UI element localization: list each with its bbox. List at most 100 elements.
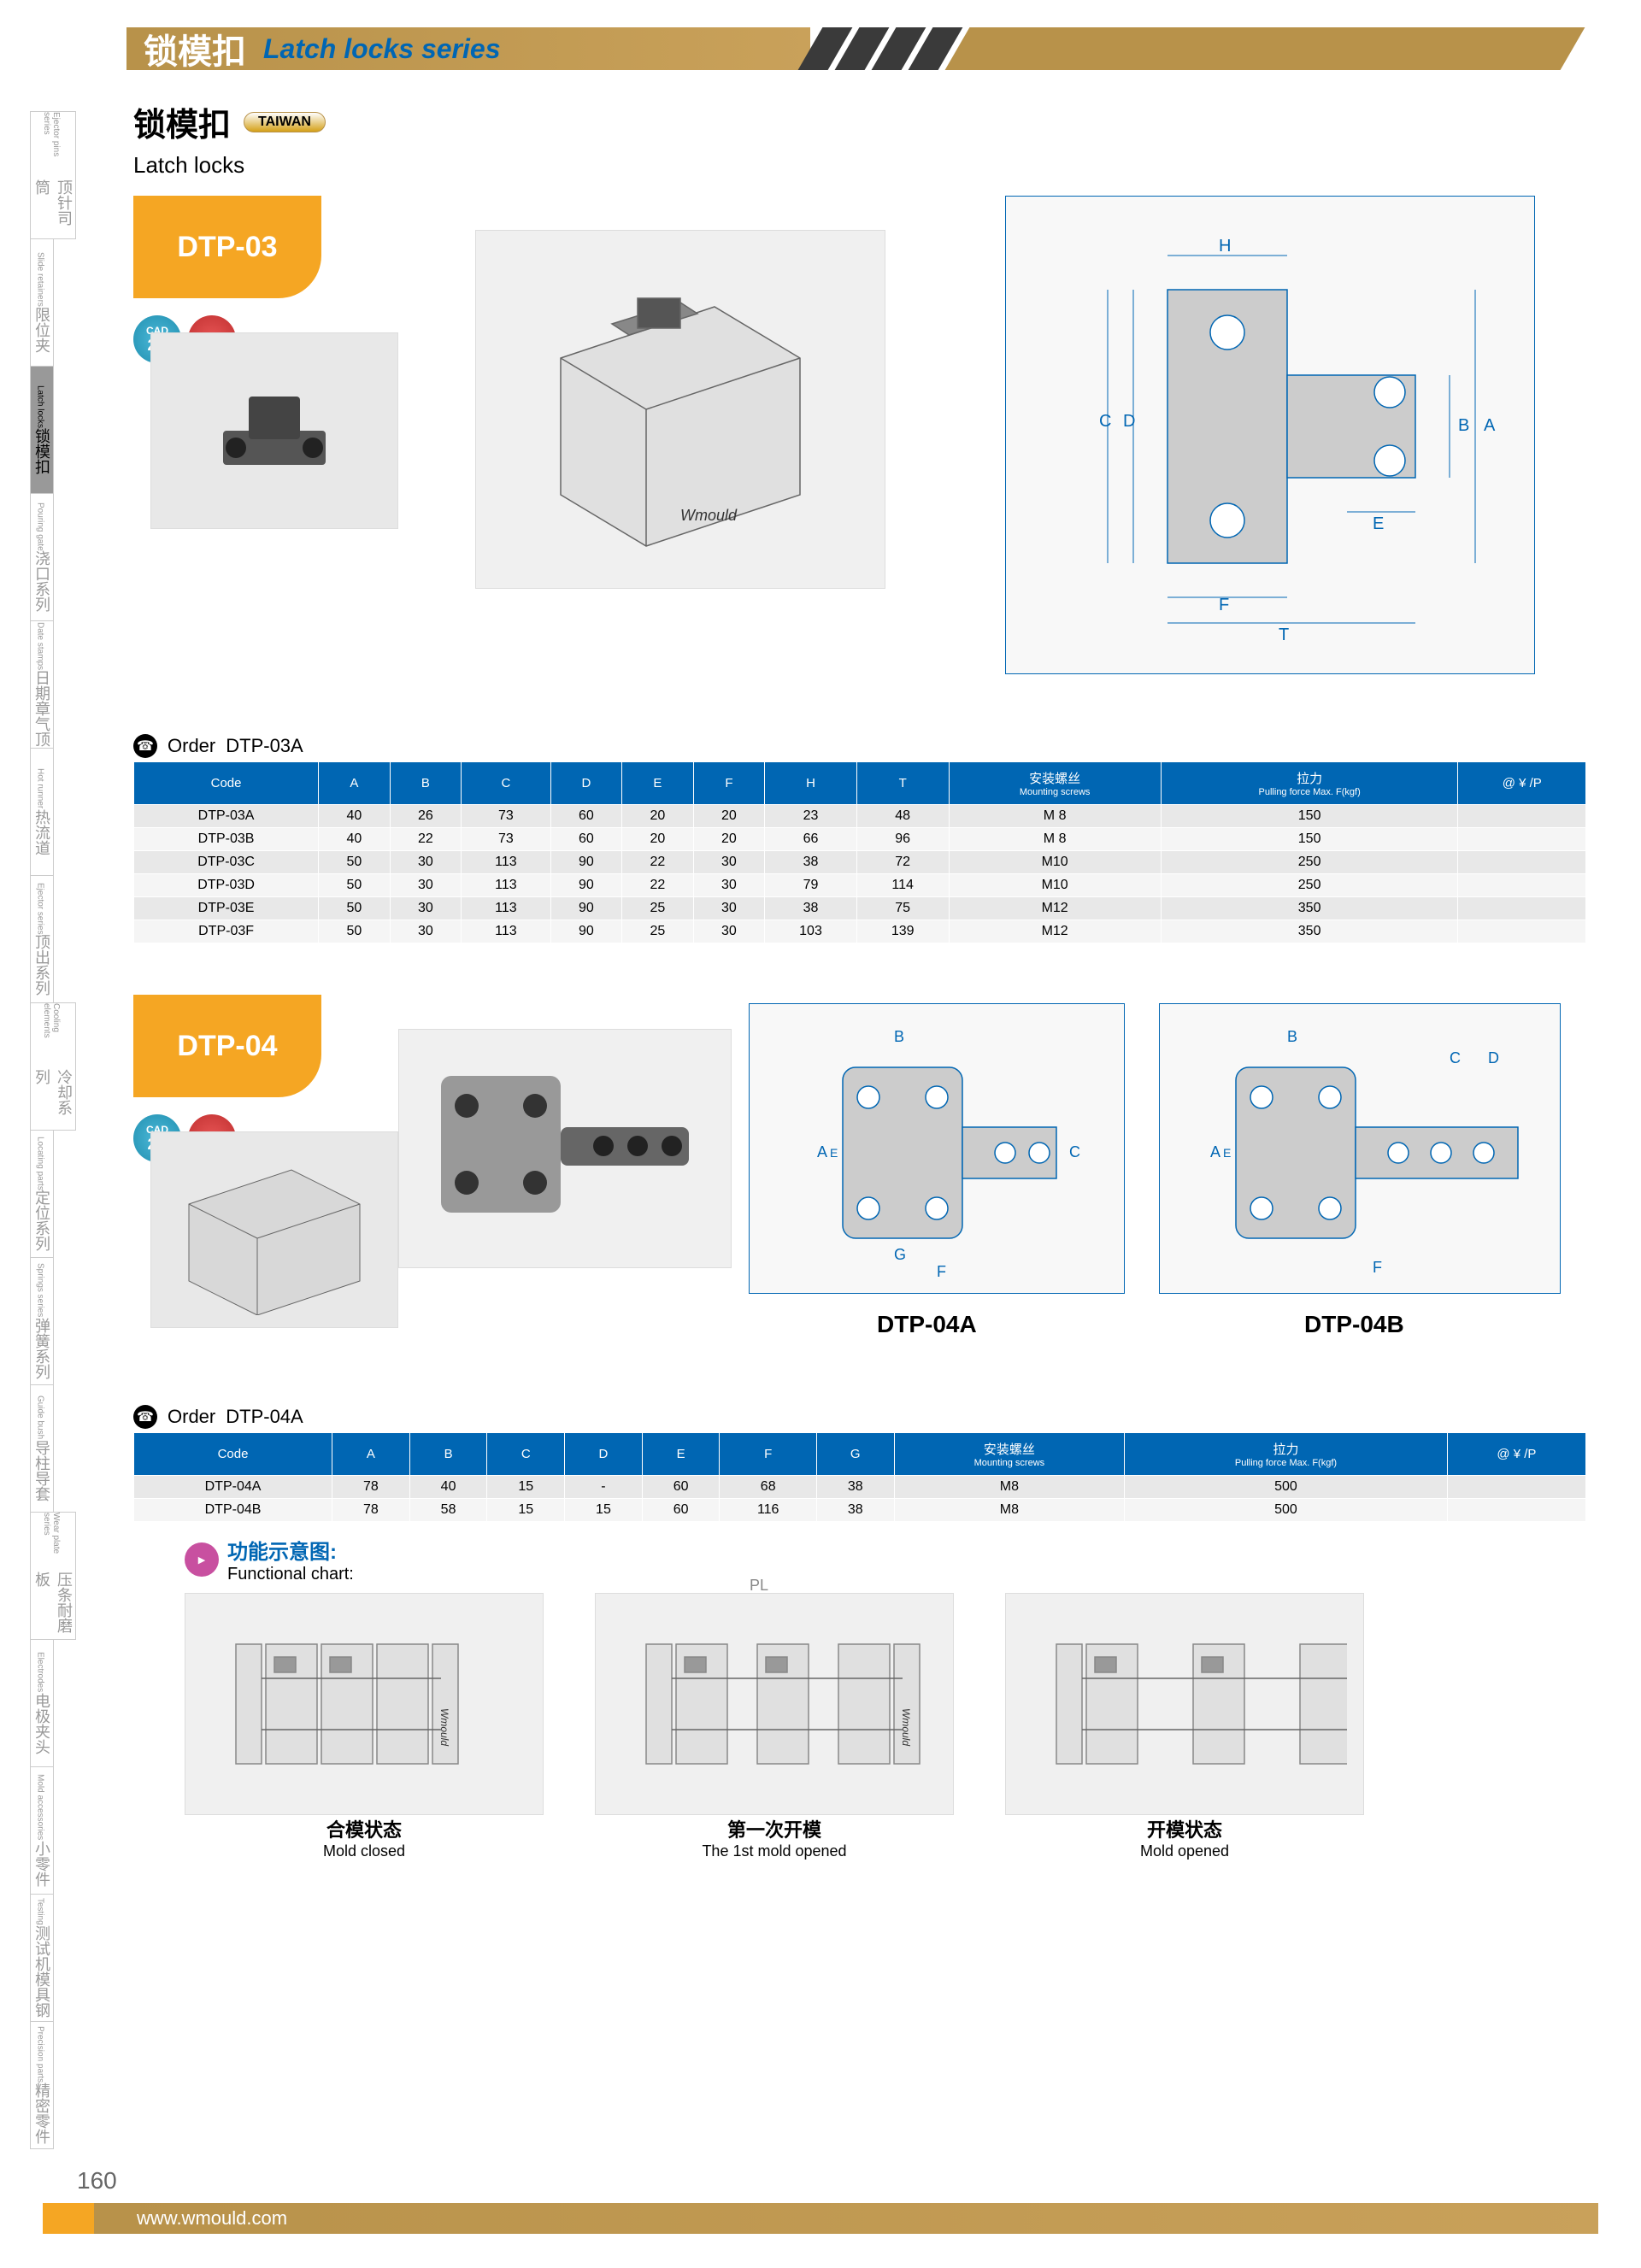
table-cell: - — [565, 1476, 643, 1499]
table-cell: M12 — [949, 920, 1161, 943]
svg-text:B: B — [1458, 416, 1469, 435]
table-cell: 60 — [642, 1499, 720, 1522]
sidebar-cn: 精密零件 — [31, 2083, 53, 2144]
table-cell — [1447, 1499, 1585, 1522]
svg-text:Wmould: Wmould — [438, 1708, 450, 1746]
sidebar-item[interactable]: Ejector series顶出系列 — [30, 875, 54, 1003]
order-example-03: DTP-03A — [226, 735, 303, 757]
table-row: DTP-03C50301139022303872M10250 — [134, 851, 1586, 874]
table-header: F — [693, 762, 765, 805]
table-cell: M10 — [949, 874, 1161, 897]
isometric-drawing-04 — [150, 1131, 398, 1328]
sidebar-cn: 定位系列 — [31, 1190, 53, 1251]
table-cell: 50 — [319, 897, 391, 920]
sidebar-item[interactable]: Precision parts精密零件 — [30, 2021, 54, 2149]
table-cell: 150 — [1161, 828, 1458, 851]
table-cell — [1458, 897, 1586, 920]
sidebar-item[interactable]: Slide retainers限位夹 — [30, 238, 54, 367]
sidebar-item[interactable]: Pouring gate浇口系列 — [30, 493, 54, 621]
sidebar-item[interactable]: Date stamps日期章气顶 — [30, 620, 54, 749]
func-diagram-item: Wmould 合模状态 Mold closed — [185, 1593, 544, 1860]
table-cell: 116 — [720, 1499, 816, 1522]
table-cell: 40 — [319, 805, 391, 828]
table-cell: DTP-03B — [134, 828, 319, 851]
table-cell: 72 — [856, 851, 949, 874]
table-cell: 113 — [462, 920, 550, 943]
table-header: 拉力Pulling force Max. F(kgf) — [1125, 1433, 1448, 1476]
sidebar-en: Ejector pins series — [42, 112, 61, 179]
svg-text:H: H — [1219, 237, 1231, 256]
table-cell: 60 — [550, 828, 622, 851]
sidebar-cn: 限位夹 — [31, 307, 53, 353]
sidebar-item[interactable]: Latch locks锁模扣 — [30, 366, 54, 494]
svg-text:C: C — [1099, 412, 1111, 431]
sidebar-item[interactable]: Mold accessories小零件 — [30, 1766, 54, 1895]
table-cell: 26 — [390, 805, 462, 828]
table-row: DTP-04A784015-606838M8500 — [134, 1476, 1586, 1499]
sidebar-item[interactable]: Hot runner热流道 — [30, 748, 54, 876]
product-photo-04 — [398, 1029, 732, 1268]
table-cell: 78 — [332, 1476, 410, 1499]
table-cell — [1458, 805, 1586, 828]
table-cell: 48 — [856, 805, 949, 828]
sidebar-item[interactable]: Testing测试机模具钢 — [30, 1894, 54, 2022]
table-header: @ ¥ /P — [1447, 1433, 1585, 1476]
sidebar-cn: 日期章气顶 — [31, 670, 53, 747]
table-header: E — [642, 1433, 720, 1476]
table-header: B — [409, 1433, 487, 1476]
table-cell: M 8 — [949, 828, 1161, 851]
sidebar-cn: 电极夹头 — [31, 1693, 53, 1754]
table-cell: 90 — [550, 851, 622, 874]
table-cell: M 8 — [949, 805, 1161, 828]
table-cell: 15 — [565, 1499, 643, 1522]
sidebar-item[interactable]: Ejector pins series顶针司筒 — [30, 111, 76, 239]
sidebar-item[interactable]: Guide bush导柱导套 — [30, 1384, 54, 1513]
model-tab-04: DTP-04 — [133, 995, 321, 1097]
sidebar-cn: 顶出系列 — [31, 934, 53, 996]
sidebar-en: Mold accessories — [36, 1774, 45, 1840]
sidebar-item[interactable]: Electrodes电极夹头 — [30, 1639, 54, 1767]
sidebar-item[interactable]: Cooling elements冷却系列 — [30, 1002, 76, 1131]
table-header: 拉力Pulling force Max. F(kgf) — [1161, 762, 1458, 805]
sidebar-item[interactable]: Springs series弹簧系列 — [30, 1257, 54, 1385]
table-header: Code — [134, 762, 319, 805]
svg-text:E: E — [830, 1146, 838, 1160]
svg-text:B: B — [894, 1028, 904, 1045]
header-title-cn: 锁模扣 — [144, 24, 246, 73]
brand-mark: Wmould — [680, 507, 738, 524]
technical-drawing-04a: B A E C G F — [749, 1003, 1125, 1294]
func-caption-en: Mold closed — [323, 1842, 405, 1860]
sidebar-en: Slide retainers — [36, 252, 45, 307]
order-label: Order — [168, 735, 215, 757]
svg-text:C: C — [1450, 1049, 1461, 1066]
header-title-bar: 锁模扣 Latch locks series — [126, 27, 810, 70]
pl-label: PL — [750, 1577, 768, 1595]
table-cell — [1458, 828, 1586, 851]
table-cell — [1458, 920, 1586, 943]
spec-table-03: CodeABCDEFHT安装螺丝Mounting screws拉力Pulling… — [133, 761, 1586, 943]
table-header: G — [816, 1433, 894, 1476]
table-header: H — [765, 762, 857, 805]
sidebar-item[interactable]: Wear plate series压条耐磨板 — [30, 1512, 76, 1640]
svg-text:Wmould: Wmould — [900, 1708, 912, 1746]
footer-url: www.wmould.com — [137, 2207, 287, 2230]
table-cell: 22 — [622, 851, 694, 874]
svg-text:E: E — [1223, 1146, 1231, 1160]
table-cell: DTP-04A — [134, 1476, 332, 1499]
phone-icon: ☎ — [133, 734, 157, 758]
table-cell: 20 — [693, 828, 765, 851]
func-title-cn: 功能示意图: — [227, 1535, 354, 1565]
section-dtp-03: DTP-03 CAD 2D FL — [133, 196, 1586, 708]
table-cell: 30 — [390, 851, 462, 874]
table-cell: 90 — [550, 874, 622, 897]
svg-text:E: E — [1373, 514, 1384, 533]
table-cell: 73 — [462, 828, 550, 851]
sidebar-en: Cooling elements — [42, 1003, 61, 1069]
table-header: A — [319, 762, 391, 805]
table-cell: 50 — [319, 874, 391, 897]
svg-text:D: D — [1123, 412, 1135, 431]
chart-icon: ▶ — [185, 1542, 219, 1577]
sidebar-item[interactable]: Locating parts定位系列 — [30, 1130, 54, 1258]
table-cell: 30 — [390, 920, 462, 943]
table-cell: 25 — [622, 897, 694, 920]
